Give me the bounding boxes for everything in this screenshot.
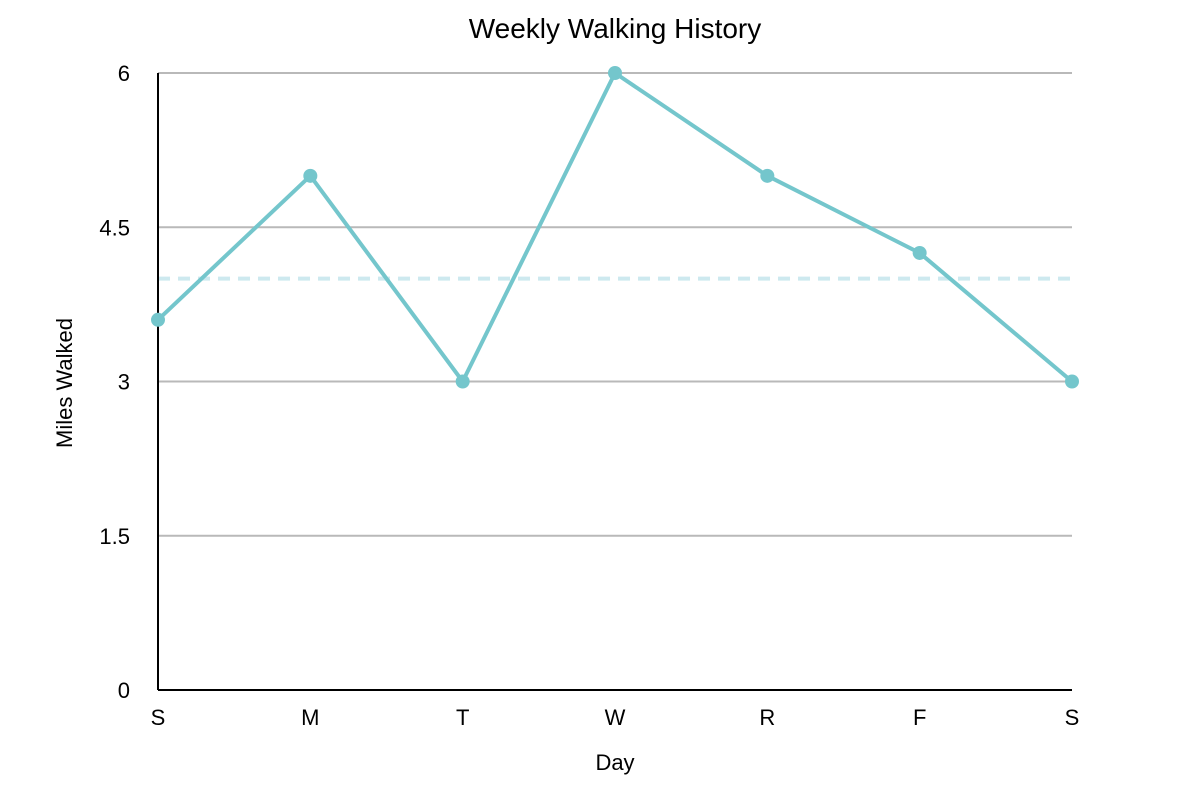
data-point [912,245,927,260]
data-point [608,66,622,80]
x-tick-label: W [605,705,626,730]
chart-title: Weekly Walking History [469,13,762,44]
y-tick-labels: 0 1.5 3 4.5 6 [99,61,130,703]
data-point [303,168,318,183]
y-axis-label: Miles Walked [52,318,77,448]
data-points [151,66,1079,389]
y-tick-label: 4.5 [99,215,130,240]
data-point [151,312,165,327]
data-point [455,374,470,389]
y-tick-label: 0 [118,678,130,703]
data-point [760,168,775,183]
x-tick-label: T [456,705,469,730]
x-tick-label: R [759,705,775,730]
x-tick-label: F [913,705,926,730]
y-tick-label: 3 [118,370,130,395]
data-point [1065,374,1079,389]
x-axis-label: Day [595,750,634,775]
x-tick-label: S [1065,705,1080,730]
grid-lines [158,72,1072,537]
y-tick-label: 1.5 [99,524,130,549]
x-tick-label: M [301,705,319,730]
y-tick-label: 6 [118,61,130,86]
x-tick-label: S [151,705,166,730]
